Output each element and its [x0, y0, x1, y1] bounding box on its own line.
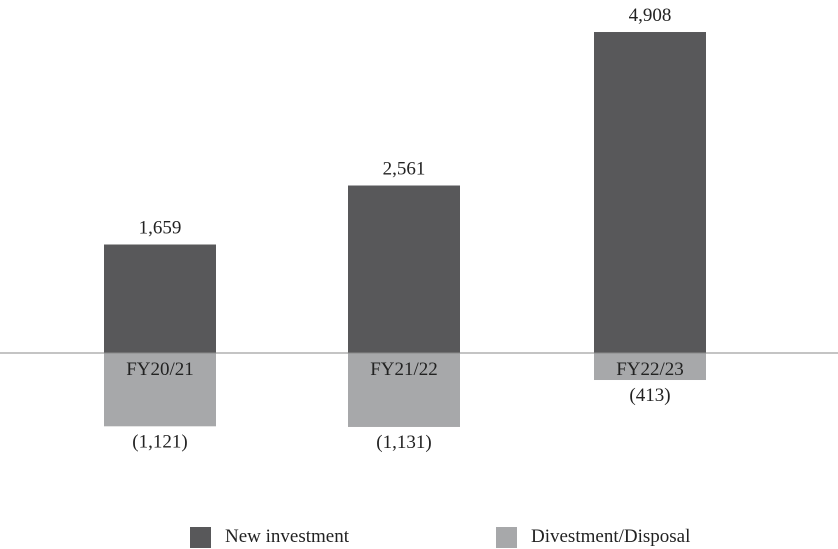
- data-label-new-investment-fy22-23: 4,908: [629, 5, 672, 26]
- legend-label-divestment-disposal: Divestment/Disposal: [531, 526, 691, 547]
- legend-item-divestment-disposal: Divestment/Disposal: [496, 526, 690, 548]
- bar-new-investment-fy22-23: [594, 32, 706, 354]
- labels-group: 1,659 2,561 4,908 (1,121) (1,131) (413) FY20/2…: [126, 5, 684, 453]
- bars-group: [104, 32, 706, 427]
- bar-new-investment-fy20-21: [104, 244, 216, 353]
- bar-divestment-disposal-fy22-23: [594, 353, 706, 381]
- category-label-fy20-21: FY20/21: [126, 359, 194, 380]
- data-label-divestment-disposal-fy22-23: (413): [629, 385, 670, 406]
- bar-divestment-disposal-fy21-22: [348, 353, 460, 427]
- legend-swatch-divestment-disposal: [496, 526, 517, 548]
- legend: New investment Divestment/Disposal: [0, 526, 838, 548]
- category-label-fy22-23: FY22/23: [616, 359, 684, 380]
- data-label-new-investment-fy20-21: 1,659: [139, 218, 182, 239]
- bar-divestment-disposal-fy20-21: [104, 353, 216, 427]
- bar-chart: 1,659 2,561 4,908 (1,121) (1,131) (413) FY20/2…: [0, 5, 838, 453]
- bar-new-investment-fy21-22: [348, 185, 460, 353]
- data-label-new-investment-fy21-22: 2,561: [383, 159, 426, 180]
- data-label-divestment-disposal-fy21-22: (1,131): [376, 432, 431, 453]
- legend-item-new-investment: New investment: [190, 526, 349, 548]
- category-label-fy21-22: FY21/22: [370, 359, 438, 380]
- legend-label-new-investment: New investment: [225, 526, 350, 547]
- data-label-divestment-disposal-fy20-21: (1,121): [132, 431, 187, 452]
- legend-swatch-new-investment: [190, 526, 211, 548]
